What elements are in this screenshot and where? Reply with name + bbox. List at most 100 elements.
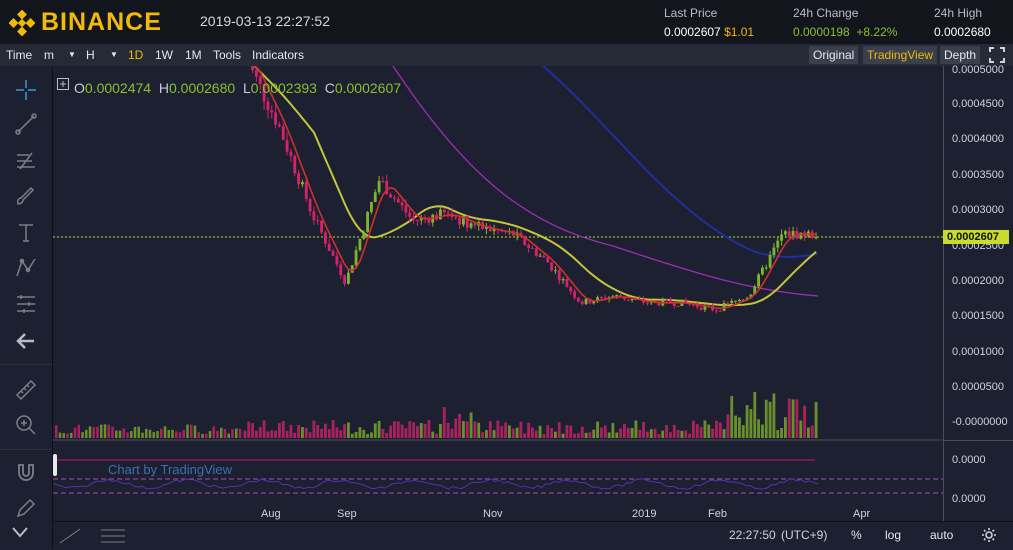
text-tool-icon[interactable] — [14, 221, 38, 245]
sub-axis-tick: 0.0000 — [952, 493, 986, 505]
pane-resize-handle[interactable] — [53, 454, 57, 476]
price-axis[interactable]: 0.0005000 0.0004500 0.0004000 0.0003500 … — [943, 64, 1013, 522]
volume-bar — [485, 430, 488, 438]
list-lines-icon[interactable] — [99, 526, 127, 546]
volume-bar — [266, 431, 270, 438]
candle-body — [297, 173, 300, 185]
x-axis-label: Aug — [261, 508, 281, 520]
candle-body — [339, 264, 343, 276]
brand-name: BINANCE — [41, 8, 162, 36]
candle-body — [588, 298, 592, 304]
candle-body — [316, 220, 320, 222]
ruler-icon[interactable] — [14, 378, 38, 402]
interval-1w-button[interactable]: 1W — [155, 48, 173, 62]
volume-bar — [534, 430, 538, 438]
volume-bar — [167, 429, 170, 438]
volume-bar — [258, 427, 262, 438]
candle-body — [312, 211, 316, 221]
interval-1d-button[interactable]: 1D — [128, 48, 144, 62]
candle-body — [519, 232, 523, 237]
candle-body — [734, 300, 737, 302]
high-value: 0.0002680 — [934, 25, 991, 39]
volume-bar — [803, 405, 806, 438]
volume-bar — [661, 430, 665, 438]
volume-bar — [381, 428, 385, 438]
tools-divider — [0, 449, 52, 450]
candle-body — [327, 243, 331, 251]
volume-bar — [550, 427, 553, 438]
volume-bar — [427, 420, 431, 438]
back-arrow-icon[interactable] — [14, 329, 38, 353]
volume-bar — [281, 421, 285, 438]
volume-bar — [465, 421, 469, 438]
auto-scale-button[interactable]: auto — [930, 528, 954, 542]
price-chart[interactable] — [53, 66, 943, 549]
trend-line-icon[interactable] — [14, 112, 38, 136]
candle-body — [358, 238, 362, 251]
fib-tool-icon[interactable] — [14, 149, 38, 173]
volume-bar — [638, 429, 642, 438]
trend-line-icon[interactable] — [57, 526, 83, 546]
candle-body — [703, 305, 707, 310]
indicators-button[interactable]: Indicators — [252, 48, 305, 62]
prediction-tool-icon[interactable] — [14, 292, 38, 316]
magnet-icon[interactable] — [14, 461, 38, 485]
tools-button[interactable]: Tools — [213, 48, 242, 62]
volume-bar — [607, 432, 611, 438]
candle-body — [665, 299, 668, 301]
volume-bar — [527, 422, 530, 438]
interval-1m-button[interactable]: 1M — [185, 48, 202, 62]
volume-bar — [734, 415, 737, 438]
volume-bar — [278, 423, 281, 438]
candle-body — [753, 286, 757, 295]
chevron-down-icon[interactable] — [10, 524, 30, 540]
volume-bar — [623, 423, 626, 438]
server-datetime: 2019-03-13 22:27:52 — [200, 13, 330, 29]
original-view-button[interactable]: Original — [809, 46, 859, 64]
tradingview-watermark[interactable]: Chart by TradingView — [108, 462, 233, 477]
hour-select[interactable]: H ▼ — [82, 46, 120, 64]
volume-bar — [62, 433, 65, 438]
volume-bar — [77, 424, 80, 438]
timezone-button[interactable]: (UTC+9) — [781, 528, 828, 542]
volume-bar — [103, 424, 107, 438]
brand-logo[interactable]: BINANCE — [9, 8, 162, 37]
volume-bar — [439, 423, 442, 438]
fullscreen-icon[interactable] — [989, 47, 1005, 63]
zoom-icon[interactable] — [14, 413, 38, 437]
tradingview-view-button[interactable]: TradingView — [863, 46, 938, 64]
gear-icon[interactable] — [981, 527, 997, 543]
depth-view-button[interactable]: Depth — [940, 46, 981, 64]
crosshair-icon[interactable] — [14, 78, 38, 102]
volume-bar — [454, 418, 458, 438]
candle-body — [281, 126, 285, 140]
pattern-tool-icon[interactable] — [14, 256, 38, 280]
volume-bar — [477, 422, 481, 438]
pencil-lock-icon[interactable] — [14, 496, 38, 520]
volume-bar — [197, 432, 200, 438]
price-chart-canvas[interactable] — [53, 66, 943, 506]
volume-bar — [182, 429, 185, 438]
candle-body — [695, 304, 699, 308]
volume-bar — [304, 427, 308, 438]
percent-scale-button[interactable]: % — [851, 528, 862, 542]
price-tick: 0.0002000 — [952, 275, 1004, 287]
volume-bar — [238, 428, 242, 438]
last-price-stat: Last Price 0.0002607 $1.01 — [664, 6, 754, 39]
volume-bar — [316, 425, 320, 438]
log-scale-button[interactable]: log — [885, 528, 902, 542]
volume-bar — [347, 422, 350, 438]
collapse-legend-icon[interactable] — [57, 78, 69, 90]
candle-body — [715, 310, 718, 312]
dropdown-arrow-icon: ▼ — [110, 50, 118, 59]
candle-body — [523, 236, 527, 245]
volume-bar — [657, 433, 661, 438]
price-tick: 0.0003000 — [952, 204, 1004, 216]
volume-bar — [85, 429, 88, 438]
candle-body — [741, 299, 745, 301]
volume-bar — [362, 429, 366, 438]
volume-bar — [111, 426, 114, 438]
brush-icon[interactable] — [14, 184, 38, 208]
time-button[interactable]: Time — [6, 48, 33, 62]
minute-select[interactable]: m ▼ — [40, 46, 78, 64]
